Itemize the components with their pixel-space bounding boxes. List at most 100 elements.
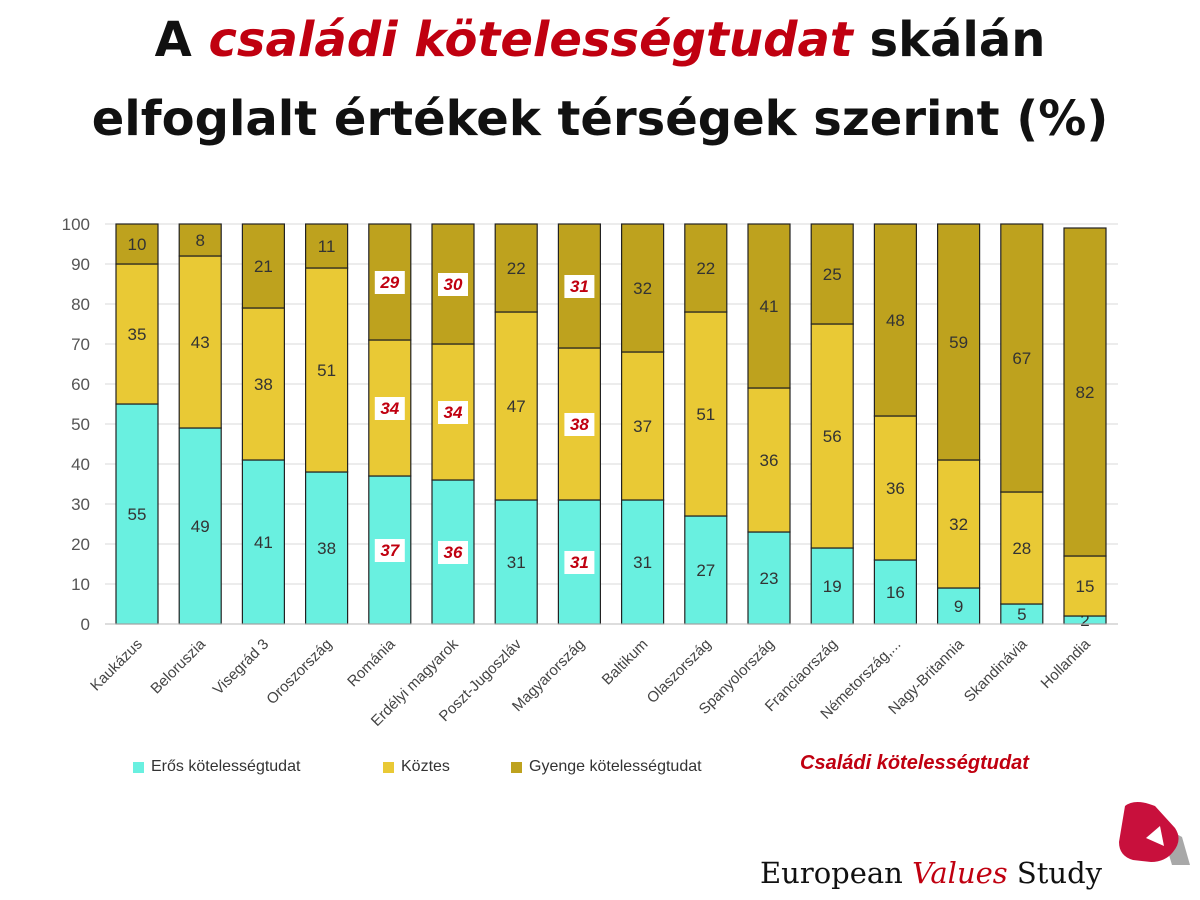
y-tick-label: 100 bbox=[62, 215, 90, 234]
data-label-box bbox=[438, 273, 468, 296]
data-label: 36 bbox=[760, 451, 779, 470]
bar-segment bbox=[115, 263, 159, 405]
data-label: 51 bbox=[317, 361, 336, 380]
y-tick-label: 40 bbox=[71, 455, 90, 474]
y-tick-label: 0 bbox=[81, 615, 90, 634]
legend-swatch-mid bbox=[383, 761, 394, 773]
y-tick-label: 10 bbox=[71, 575, 90, 594]
data-label: 8 bbox=[195, 231, 204, 250]
data-label: 36 bbox=[886, 479, 905, 498]
evs-wordmark: European Values Study bbox=[760, 856, 1102, 890]
data-label: 55 bbox=[128, 505, 147, 524]
bar-segment bbox=[1000, 223, 1044, 493]
bar-segment bbox=[1000, 491, 1044, 605]
data-label: 34 bbox=[380, 399, 399, 418]
x-tick-label: Beloruszia bbox=[147, 635, 209, 697]
data-label: 16 bbox=[886, 583, 905, 602]
bar-segment bbox=[873, 559, 918, 625]
data-label-box bbox=[374, 397, 405, 420]
x-tick-label: Hollandia bbox=[1038, 635, 1095, 692]
y-tick-label: 90 bbox=[71, 255, 90, 274]
data-label: 22 bbox=[507, 259, 526, 278]
data-label: 38 bbox=[570, 415, 589, 434]
data-label: 36 bbox=[444, 543, 463, 562]
legend-weak: Gyenge kötelességtudat bbox=[511, 758, 702, 776]
data-label: 41 bbox=[760, 297, 779, 316]
bar-segment bbox=[684, 311, 728, 517]
data-label: 27 bbox=[696, 561, 715, 580]
data-label: 82 bbox=[1076, 383, 1095, 402]
data-label: 15 bbox=[1076, 577, 1095, 596]
x-tick-label: Olaszország bbox=[644, 636, 715, 707]
y-tick-label: 30 bbox=[71, 495, 90, 514]
bar-segment bbox=[494, 499, 538, 625]
legend-swatch-weak bbox=[511, 761, 522, 773]
title-highlight: családi kötelességtudat bbox=[208, 12, 853, 68]
data-label: 56 bbox=[823, 427, 842, 446]
data-label: 10 bbox=[128, 235, 147, 254]
y-tick-label: 20 bbox=[71, 535, 90, 554]
data-label: 31 bbox=[507, 553, 526, 572]
bar-segment bbox=[305, 471, 349, 625]
data-label: 29 bbox=[379, 273, 399, 292]
data-label: 37 bbox=[633, 417, 652, 436]
data-label: 35 bbox=[128, 325, 147, 344]
data-label-box bbox=[564, 275, 595, 298]
y-tick-label: 70 bbox=[71, 335, 90, 354]
bar-segment bbox=[305, 267, 349, 473]
bar-segment bbox=[241, 307, 285, 461]
x-tick-label: Oroszország bbox=[263, 636, 335, 708]
chart-annotation: Családi kötelességtudat bbox=[800, 752, 1029, 774]
bar-segment bbox=[684, 223, 728, 313]
data-label: 5 bbox=[1017, 605, 1026, 624]
data-label: 37 bbox=[380, 541, 400, 560]
x-tick-label: Visegrád 3 bbox=[210, 636, 273, 699]
bar-segment bbox=[620, 223, 665, 353]
title-prefix: A bbox=[154, 12, 209, 68]
bar-segment bbox=[494, 311, 538, 501]
data-label: 2 bbox=[1080, 611, 1089, 630]
brand-part: Values bbox=[912, 856, 1008, 890]
bar-segment bbox=[1063, 227, 1107, 557]
data-label-box bbox=[438, 401, 468, 424]
bar-segment bbox=[620, 351, 665, 501]
bar-segment bbox=[494, 223, 538, 313]
data-label: 59 bbox=[949, 333, 968, 352]
bar-segment bbox=[747, 531, 791, 625]
bar-segment bbox=[1063, 555, 1107, 617]
data-label: 31 bbox=[633, 553, 652, 572]
data-label: 11 bbox=[318, 237, 336, 256]
legend-label: Erős kötelességtudat bbox=[151, 758, 301, 775]
data-label: 9 bbox=[954, 597, 963, 616]
data-label: 23 bbox=[760, 569, 779, 588]
data-label-box bbox=[438, 541, 468, 564]
bar-segment bbox=[305, 223, 349, 269]
data-label-box bbox=[374, 271, 405, 294]
bar-segment bbox=[873, 223, 918, 417]
title-line-2: elfoglalt értékek térségek szerint (%) bbox=[91, 91, 1109, 147]
data-label: 41 bbox=[254, 533, 273, 552]
data-label-box bbox=[374, 539, 405, 562]
bar-segment bbox=[873, 415, 918, 561]
y-tick-label: 60 bbox=[71, 375, 90, 394]
data-label: 38 bbox=[254, 375, 273, 394]
x-tick-label: Skandinávia bbox=[961, 635, 1031, 705]
bar-segment bbox=[115, 403, 159, 625]
data-label: 31 bbox=[570, 553, 589, 572]
bar-segment bbox=[936, 459, 981, 589]
brand-part: European bbox=[760, 856, 913, 890]
brand-part: Study bbox=[1007, 856, 1103, 890]
legend-strong: Erős kötelességtudat bbox=[133, 758, 300, 776]
data-label: 32 bbox=[949, 515, 968, 534]
data-label: 38 bbox=[317, 539, 336, 558]
data-label: 49 bbox=[191, 517, 210, 536]
legend-label: Gyenge kötelességtudat bbox=[529, 758, 702, 775]
bar-segment bbox=[747, 223, 791, 389]
title-line-1: A családi kötelességtudat skálán bbox=[0, 16, 1200, 64]
data-label: 67 bbox=[1012, 349, 1031, 368]
legend-mid: Köztes bbox=[383, 758, 450, 776]
data-label: 19 bbox=[823, 577, 842, 596]
data-label: 25 bbox=[823, 265, 842, 284]
bar-segment bbox=[178, 255, 222, 429]
